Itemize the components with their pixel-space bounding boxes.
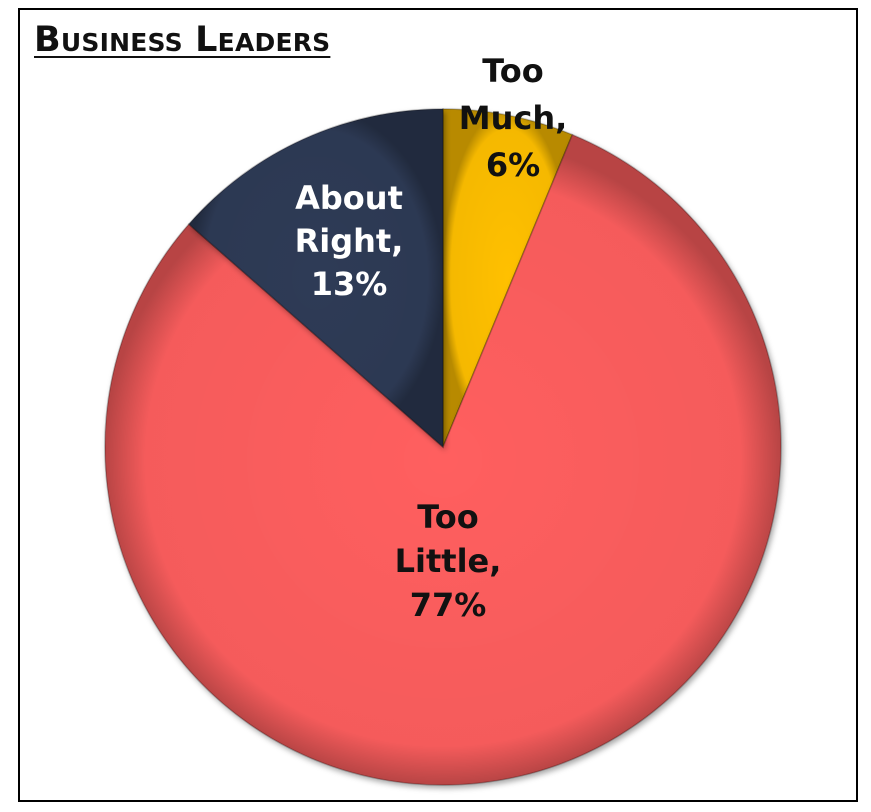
pie-slice-shading bbox=[443, 109, 573, 447]
chart-title: Business Leaders bbox=[34, 20, 331, 60]
data-label-about-right: About Right, 13% bbox=[295, 179, 404, 303]
pie-labels: Too Much, 6% Too Little, 77% About Right, 13% bbox=[295, 52, 568, 624]
pie-slices bbox=[104, 108, 782, 786]
pie-slice-shading bbox=[188, 109, 443, 447]
data-label-too-much: Too Much, 6% bbox=[459, 52, 568, 184]
pie-slice-shading bbox=[104, 134, 781, 786]
data-label-too-little: Too Little, 77% bbox=[395, 498, 502, 624]
